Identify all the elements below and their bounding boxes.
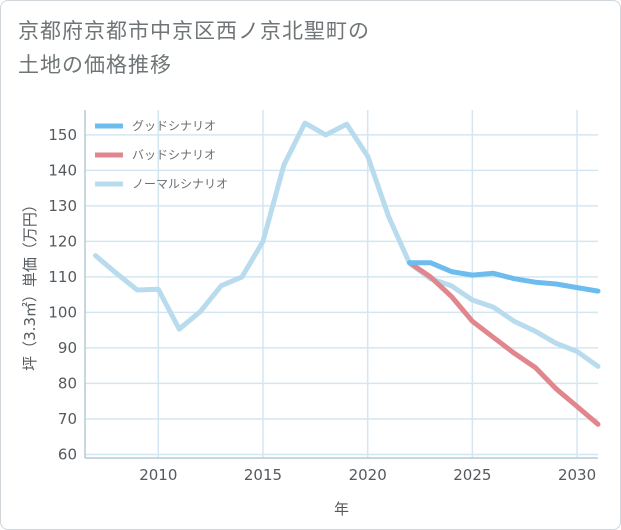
y-axis-title: 坪（3.3㎡）単価（万円）: [21, 197, 39, 371]
series-line-0: [407, 260, 601, 294]
x-axis-title: 年: [334, 500, 349, 518]
x-tick-label: 2025: [453, 466, 491, 484]
grid-lines: [85, 110, 598, 458]
y-tick-label: 130: [48, 197, 77, 215]
y-tick-label: 80: [58, 374, 77, 392]
x-tick-label: 2010: [139, 466, 177, 484]
y-tick-label: 70: [58, 410, 77, 428]
x-tick-label: 2030: [558, 466, 596, 484]
y-tick-label: 110: [48, 268, 77, 286]
x-tick-label: 2015: [244, 466, 282, 484]
y-tick-label: 90: [58, 339, 77, 357]
series-line-2: [93, 120, 601, 369]
y-tick-label: 140: [48, 161, 77, 179]
x-axis-tick-labels: 2010 2015 2020 2025 2030: [139, 466, 596, 484]
chart-title-line-2: 土地の価格推移: [18, 53, 172, 77]
plot-frame: [84, 110, 598, 459]
y-tick-label: 120: [48, 232, 77, 250]
chart-title: 京都府京都市中京区西ノ京北聖町の 土地の価格推移: [18, 14, 578, 82]
y-axis-tick-labels: 60 70 80 90 100 110 120 130 140 150: [48, 126, 77, 464]
y-tick-label: 150: [48, 126, 77, 144]
legend-label: グッドシナリオ: [132, 119, 216, 133]
y-tick-label: 60: [58, 445, 77, 463]
series-line-1: [407, 260, 601, 427]
series-layer: [93, 120, 601, 427]
x-tick-label: 2020: [349, 466, 387, 484]
chart-title-line-1: 京都府京都市中京区西ノ京北聖町の: [18, 19, 370, 43]
legend-label: バッドシナリオ: [132, 148, 216, 162]
legend-label: ノーマルシナリオ: [132, 177, 228, 191]
y-tick-label: 100: [48, 303, 77, 321]
